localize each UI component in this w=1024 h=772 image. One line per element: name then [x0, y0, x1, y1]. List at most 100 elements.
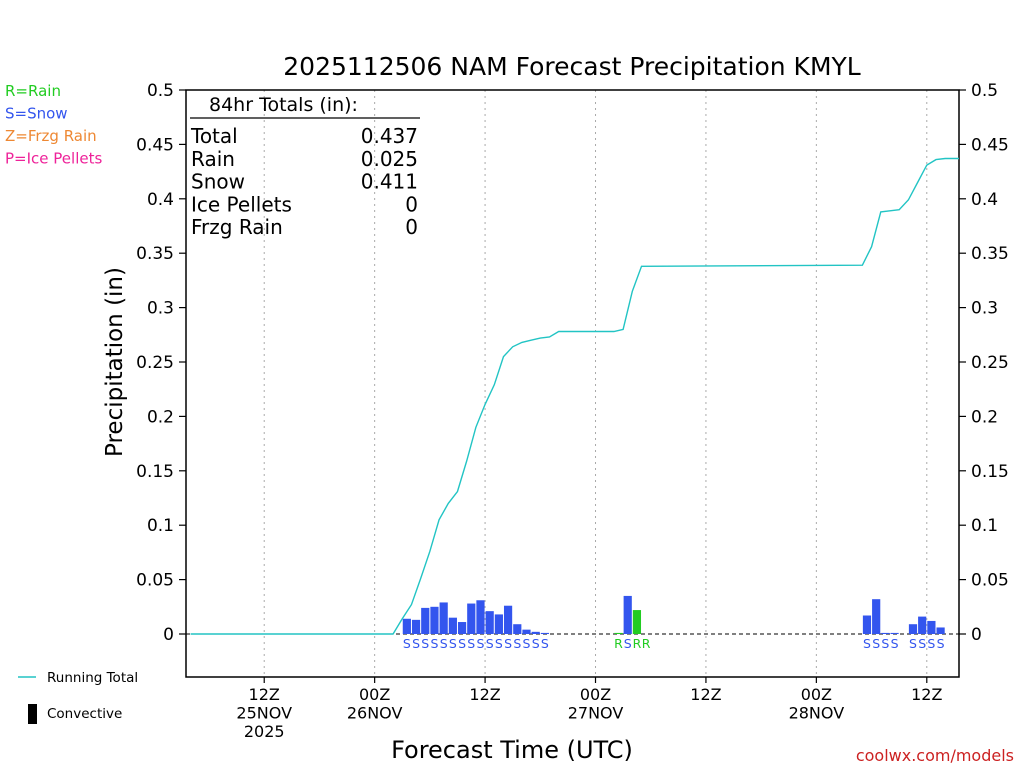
precip-type-label: S: [513, 636, 521, 651]
legend-label: Running Total: [47, 670, 138, 686]
x-tick-label: 00Z: [359, 685, 390, 704]
precip-bar: [927, 620, 936, 634]
chart-title: 2025112506 NAM Forecast Precipitation KM…: [283, 52, 861, 81]
y-tick-label-right: 0.2: [971, 407, 998, 427]
totals-value: 0: [405, 215, 418, 239]
totals-header: 84hr Totals (in):: [209, 94, 358, 116]
precip-bar: [872, 599, 881, 634]
precip-bar: [503, 605, 513, 634]
y-axis-label: Precipitation (in): [102, 267, 128, 457]
totals-label: Frzg Rain: [191, 215, 283, 239]
legend-entry: Z=Frzg Rain: [5, 127, 97, 145]
y-tick-label-right: 0.3: [971, 299, 998, 319]
precip-bar: [881, 632, 890, 634]
precip-type-label: R: [614, 636, 623, 651]
y-tick-label-right: 0.25: [971, 353, 1009, 373]
x-axis-label: Forecast Time (UTC): [391, 736, 633, 764]
precip-type-label: S: [937, 636, 945, 651]
precip-bar: [531, 631, 540, 634]
totals-label: Total: [190, 124, 238, 148]
precip-bar: [485, 611, 494, 634]
precip-bar: [862, 615, 872, 634]
legend-label: Convective: [47, 706, 122, 722]
y-tick-label-right: 0.1: [971, 516, 998, 536]
precip-bar: [614, 632, 623, 634]
x-tick-label: 26NOV: [347, 704, 403, 723]
precip-type-label: S: [909, 636, 917, 651]
y-tick-label-right: 0.35: [971, 244, 1009, 264]
precip-type-label: S: [881, 636, 889, 651]
precip-bar: [890, 632, 899, 634]
precip-type-label: R: [642, 636, 651, 651]
precip-type-label: S: [412, 636, 420, 651]
legend-entry: S=Snow: [5, 105, 68, 123]
y-tick-label-right: 0.4: [971, 190, 998, 210]
precip-type-label: S: [421, 636, 429, 651]
totals-value: 0.025: [361, 147, 418, 171]
precip-bar: [908, 624, 918, 634]
totals-value: 0: [405, 192, 418, 216]
precip-bar: [430, 606, 439, 634]
precip-type-label: S: [523, 636, 531, 651]
precip-type-label: S: [486, 636, 494, 651]
precip-bar: [457, 622, 467, 634]
precip-bar: [421, 607, 430, 634]
totals-value: 0.411: [361, 170, 418, 194]
precip-bar: [402, 618, 411, 634]
y-tick-label: 0.25: [136, 353, 174, 373]
precip-bar: [540, 632, 549, 634]
precip-type-label: S: [541, 636, 549, 651]
precip-bar: [476, 600, 485, 634]
y-tick-label: 0.2: [147, 407, 174, 427]
x-tick-label: 00Z: [801, 685, 832, 704]
precip-bar: [439, 602, 448, 634]
precip-type-label: S: [495, 636, 503, 651]
x-tick-label: 2025: [244, 722, 285, 741]
totals-box: 84hr Totals (in): Total 0.437 Rain 0.025 Sno…: [190, 94, 420, 239]
precip-type-label: R: [633, 636, 642, 651]
x-tick-label: 00Z: [580, 685, 611, 704]
y-tick-label: 0: [163, 625, 174, 645]
y-axis-left: 0 0.05 0.1 0.15 0.2 0.25 0.3 0.35 0.4 0.45 0.5: [136, 81, 186, 645]
precip-type-label: S: [872, 636, 880, 651]
precip-bars: [402, 595, 945, 634]
precip-bar: [623, 595, 632, 634]
precip-bar: [467, 603, 476, 634]
legend-entry: R=Rain: [5, 82, 61, 100]
x-tick-label: 12Z: [690, 685, 721, 704]
plot-frame: [185, 89, 960, 678]
x-tick-label: 12Z: [469, 685, 500, 704]
y-tick-label-right: 0.05: [971, 571, 1009, 591]
x-tick-label: 27NOV: [568, 704, 624, 723]
precip-type-label: S: [891, 636, 899, 651]
totals-label: Rain: [191, 147, 235, 171]
legend-bar-swatch: [28, 704, 37, 724]
y-tick-label: 0.15: [136, 462, 174, 482]
legend-entry: P=Ice Pellets: [5, 150, 102, 168]
precip-type-label: S: [532, 636, 540, 651]
precip-bar: [494, 614, 503, 634]
y-tick-label: 0.1: [147, 516, 174, 536]
x-tick-label: 12Z: [911, 685, 942, 704]
y-axis-right: 0 0.05 0.1 0.15 0.2 0.25 0.3 0.35 0.4 0.45 0.5: [959, 81, 1009, 645]
x-tick-label: 12Z: [249, 685, 280, 704]
precip-type-label: S: [624, 636, 632, 651]
precip-type-label: S: [863, 636, 871, 651]
y-tick-label: 0.4: [147, 190, 174, 210]
precip-bar: [632, 610, 642, 634]
precip-type-label: S: [458, 636, 466, 651]
y-tick-label: 0.5: [147, 81, 174, 101]
precip-type-label: S: [467, 636, 475, 651]
y-tick-label: 0.05: [136, 571, 174, 591]
totals-label: Snow: [191, 170, 245, 194]
y-tick-label: 0.45: [136, 135, 174, 155]
y-tick-label: 0.35: [136, 244, 174, 264]
y-tick-label-right: 0.5: [971, 81, 998, 101]
x-tick-label: 28NOV: [789, 704, 845, 723]
totals-rows: Total 0.437 Rain 0.025 Snow 0.411 Ice Pellets 0…: [190, 124, 418, 239]
totals-value: 0.437: [361, 124, 418, 148]
chart-grid: [263, 90, 928, 677]
y-tick-label-right: 0.45: [971, 135, 1009, 155]
